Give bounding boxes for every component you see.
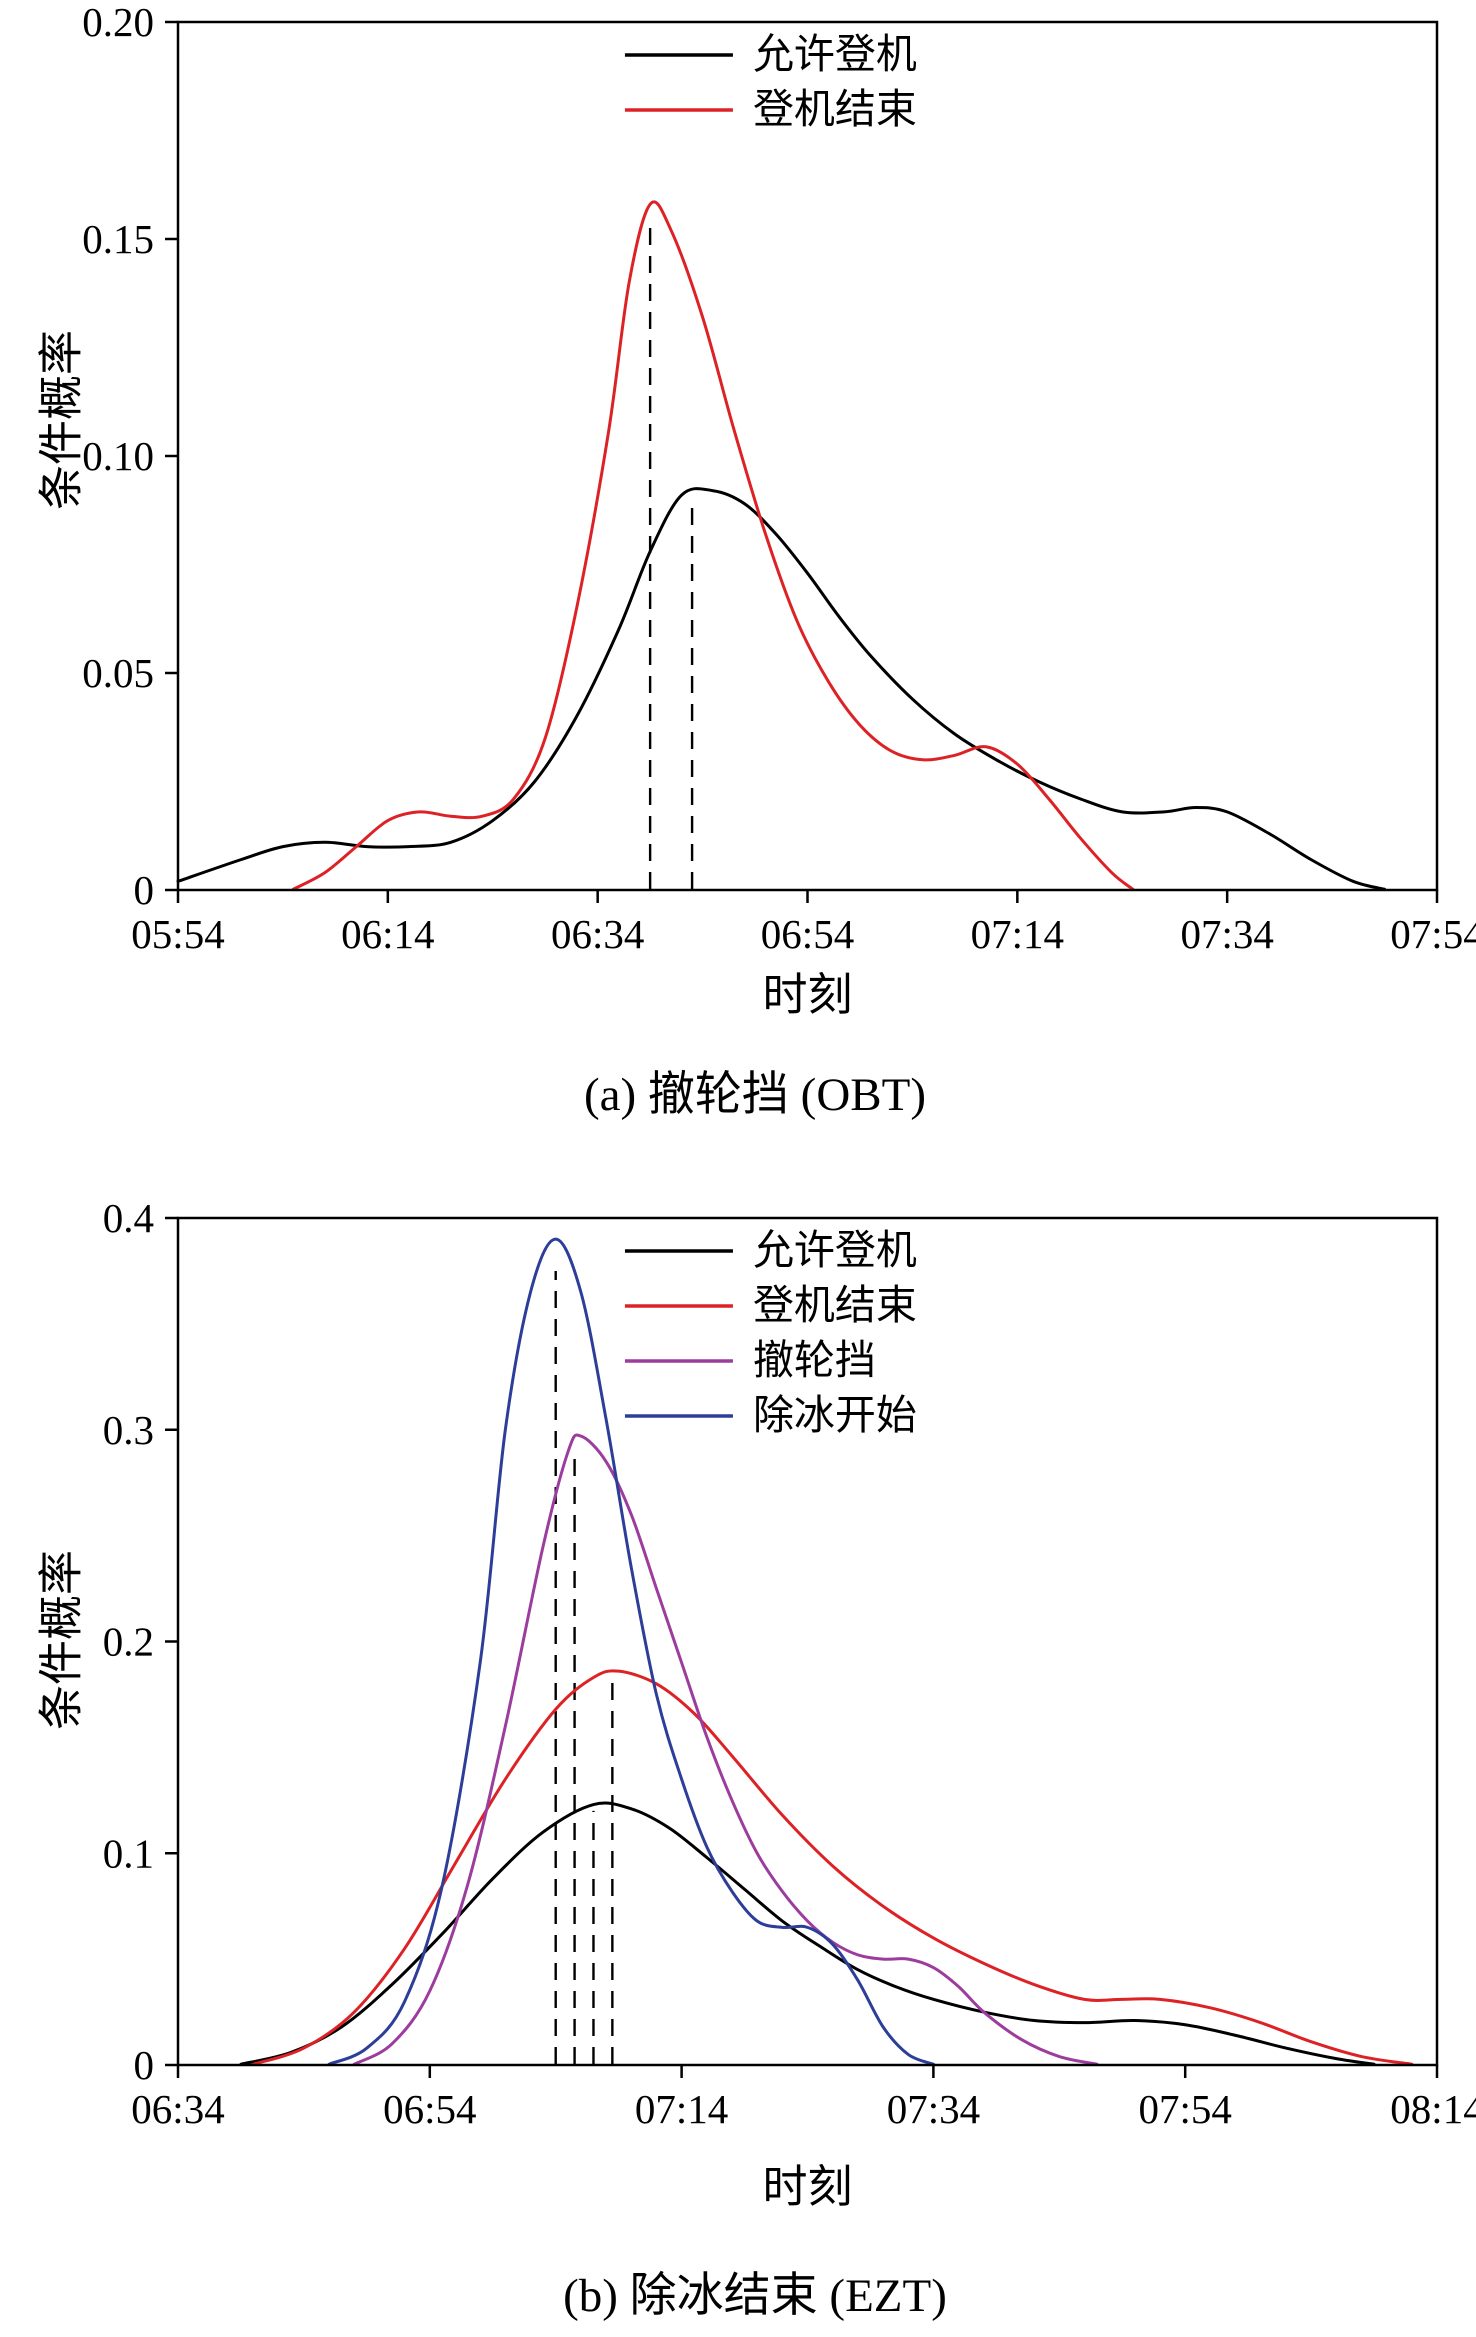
x-axis-label-ezt: 时刻 [762,2162,853,2212]
y-tick-label: 0.2 [103,1619,154,1665]
y-tick-label: 0.1 [103,1830,154,1876]
x-tick-label: 06:14 [341,911,434,957]
plot-frame [176,20,1439,892]
caption-obt: (a) 撤轮挡 (OBT) [584,1069,926,1121]
series-curve [252,1669,1414,2066]
x-tick-label: 07:14 [635,2086,728,2132]
x-tick-label: 06:34 [131,2086,224,2132]
y-axis-label-ezt: 条件概率 [36,1549,87,1731]
series-curve [176,487,1387,891]
x-tick-label: 05:54 [131,911,224,957]
chart-ezt: 06:34 06:54 07:14 07:34 07:54 08:14 0 0.1 0.2 0.3… [103,1195,1476,2132]
y-tick-label: 0 [134,2042,155,2088]
y-axis-label-obt: 条件概率 [36,329,87,511]
y-tick-label: 0.05 [82,650,154,696]
legend-label: 除冰开始 [753,1392,917,1438]
x-tick-label: 07:34 [887,2086,980,2132]
y-tick-label: 0.15 [82,216,154,262]
x-tick-label: 06:54 [383,2086,476,2132]
x-tick-label: 07:14 [971,911,1064,957]
series-curve [291,200,1135,891]
y-tick-label: 0.4 [103,1195,154,1241]
y-tick-label: 0.20 [82,0,154,45]
legend-label: 登机结束 [753,86,917,132]
x-tick-label: 07:54 [1138,2086,1231,2132]
x-tick-label: 07:34 [1180,911,1273,957]
legend-label: 允许登机 [753,31,917,77]
series-curve [327,1237,935,2066]
x-axis-label-obt: 时刻 [762,970,853,1020]
x-tick-label: 07:54 [1390,911,1476,957]
x-tick-label: 06:54 [761,911,854,957]
x-tick-label: 06:34 [551,911,644,957]
legend-label: 允许登机 [753,1227,917,1273]
x-tick-label: 08:14 [1390,2086,1476,2132]
chart-obt: 05:54 06:14 06:34 06:54 07:14 07:34 07:54 0 0.05… [82,0,1476,957]
legend-label: 撤轮挡 [753,1337,876,1383]
y-tick-label: 0.10 [82,433,154,479]
series-curve [352,1433,1099,2066]
y-tick-label: 0.3 [103,1407,154,1453]
legend-label: 登机结束 [753,1282,917,1328]
y-tick-label: 0 [134,867,155,913]
caption-ezt: (b) 除冰结束 (EZT) [563,2270,947,2322]
